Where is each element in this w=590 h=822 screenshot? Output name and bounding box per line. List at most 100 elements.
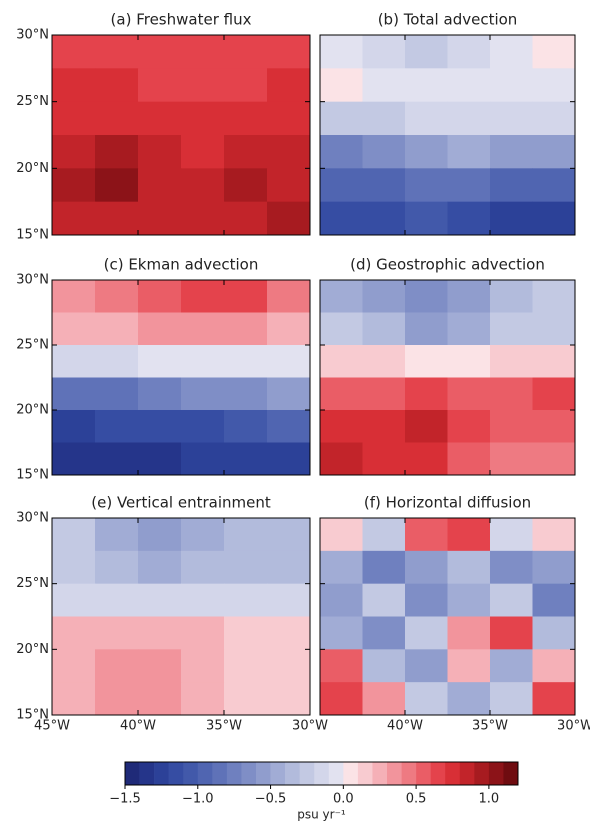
field-cell [532,168,576,203]
colorbar-swatch [459,762,475,785]
panel-frame [51,279,311,476]
field-cell [447,410,491,443]
field-cell [181,168,225,203]
field-cell [224,35,268,69]
field-cell [405,68,448,103]
field-cell [224,616,268,650]
field-cell [362,377,406,411]
field-cell [267,101,311,136]
field-cell [267,280,311,313]
field-cell [52,377,96,411]
field-cell [447,135,491,169]
field-cell [320,410,363,443]
colorbar-swatch [328,762,344,785]
field-cell [532,135,576,169]
field-cell [181,518,225,552]
field-cell [320,135,363,169]
field-cell [138,518,182,552]
field-cell [181,442,225,476]
field-cell [532,518,576,552]
field-cell [532,649,576,683]
field-cell [138,101,182,136]
panel-frame [51,34,311,236]
field-cell [405,35,448,69]
field-cell [447,345,491,378]
panel-frame [319,517,576,716]
field-cell [138,312,182,346]
field-cell [320,345,363,378]
y-tick-label: 20°N [16,161,49,176]
field-cell [138,345,182,378]
colorbar-swatch [387,762,402,785]
field-cell [405,616,448,650]
field-cell [362,682,406,716]
field-cell [362,68,406,103]
field-cell [52,583,96,617]
field-cell [267,682,311,716]
field-cell [267,168,311,203]
x-tick-label: 40°W [387,719,423,734]
x-tick-label: 40°W [120,719,156,734]
colorbar-tick-label: −1.5 [109,792,141,807]
field-cell [405,280,448,313]
field-cell [320,35,363,69]
colorbar-swatch [488,762,504,785]
field-cell [490,68,533,103]
field-cell [95,616,139,650]
field-cell [362,649,406,683]
field-cell [52,101,96,136]
field-cell [362,35,406,69]
y-tick-label: 25°N [16,94,49,109]
field-cell [320,442,363,476]
field-cell [224,682,268,716]
field-cell [224,345,268,378]
colorbar-swatch [314,762,330,785]
field-cell [181,616,225,650]
colorbar-swatch [197,762,213,785]
field-cell [138,442,182,476]
field-cell [320,682,363,716]
field-cell [138,201,182,236]
field-cell [362,442,406,476]
field-cell [490,35,533,69]
panel-title: (c) Ekman advection [104,256,259,274]
field-cell [52,135,96,169]
panel-frame [319,34,576,236]
colorbar-swatch [270,762,286,785]
colorbar-tick-label: 0.5 [406,792,427,807]
field-cell [532,35,576,69]
field-cell [95,168,139,203]
field-cell [138,280,182,313]
field-cell [267,345,311,378]
field-cell [95,682,139,716]
colorbar-swatch [430,762,446,785]
field-cell [405,135,448,169]
field-cell [405,550,448,585]
colorbar-swatch [474,762,490,785]
field-cell [224,377,268,411]
field-cell [405,312,448,346]
field-cell [95,280,139,313]
field-cell [447,35,491,69]
field-cell [224,280,268,313]
field-cell [138,377,182,411]
field-cell [362,410,406,443]
field-cell [362,201,406,236]
field-cell [405,101,448,136]
y-tick-label: 20°N [16,642,49,657]
field-cell [532,682,576,716]
field-cell [447,518,491,552]
colorbar-swatch [154,762,169,785]
y-tick-label: 15°N [16,708,49,723]
colorbar-swatch [416,762,431,785]
field-cell [224,101,268,136]
field-cell [52,280,96,313]
field-cell [138,682,182,716]
field-cell [532,345,576,378]
field-cell [181,280,225,313]
field-cell [267,442,311,476]
field-cell [405,442,448,476]
field-cell [95,442,139,476]
field-cell [320,280,363,313]
field-cell [447,616,491,650]
